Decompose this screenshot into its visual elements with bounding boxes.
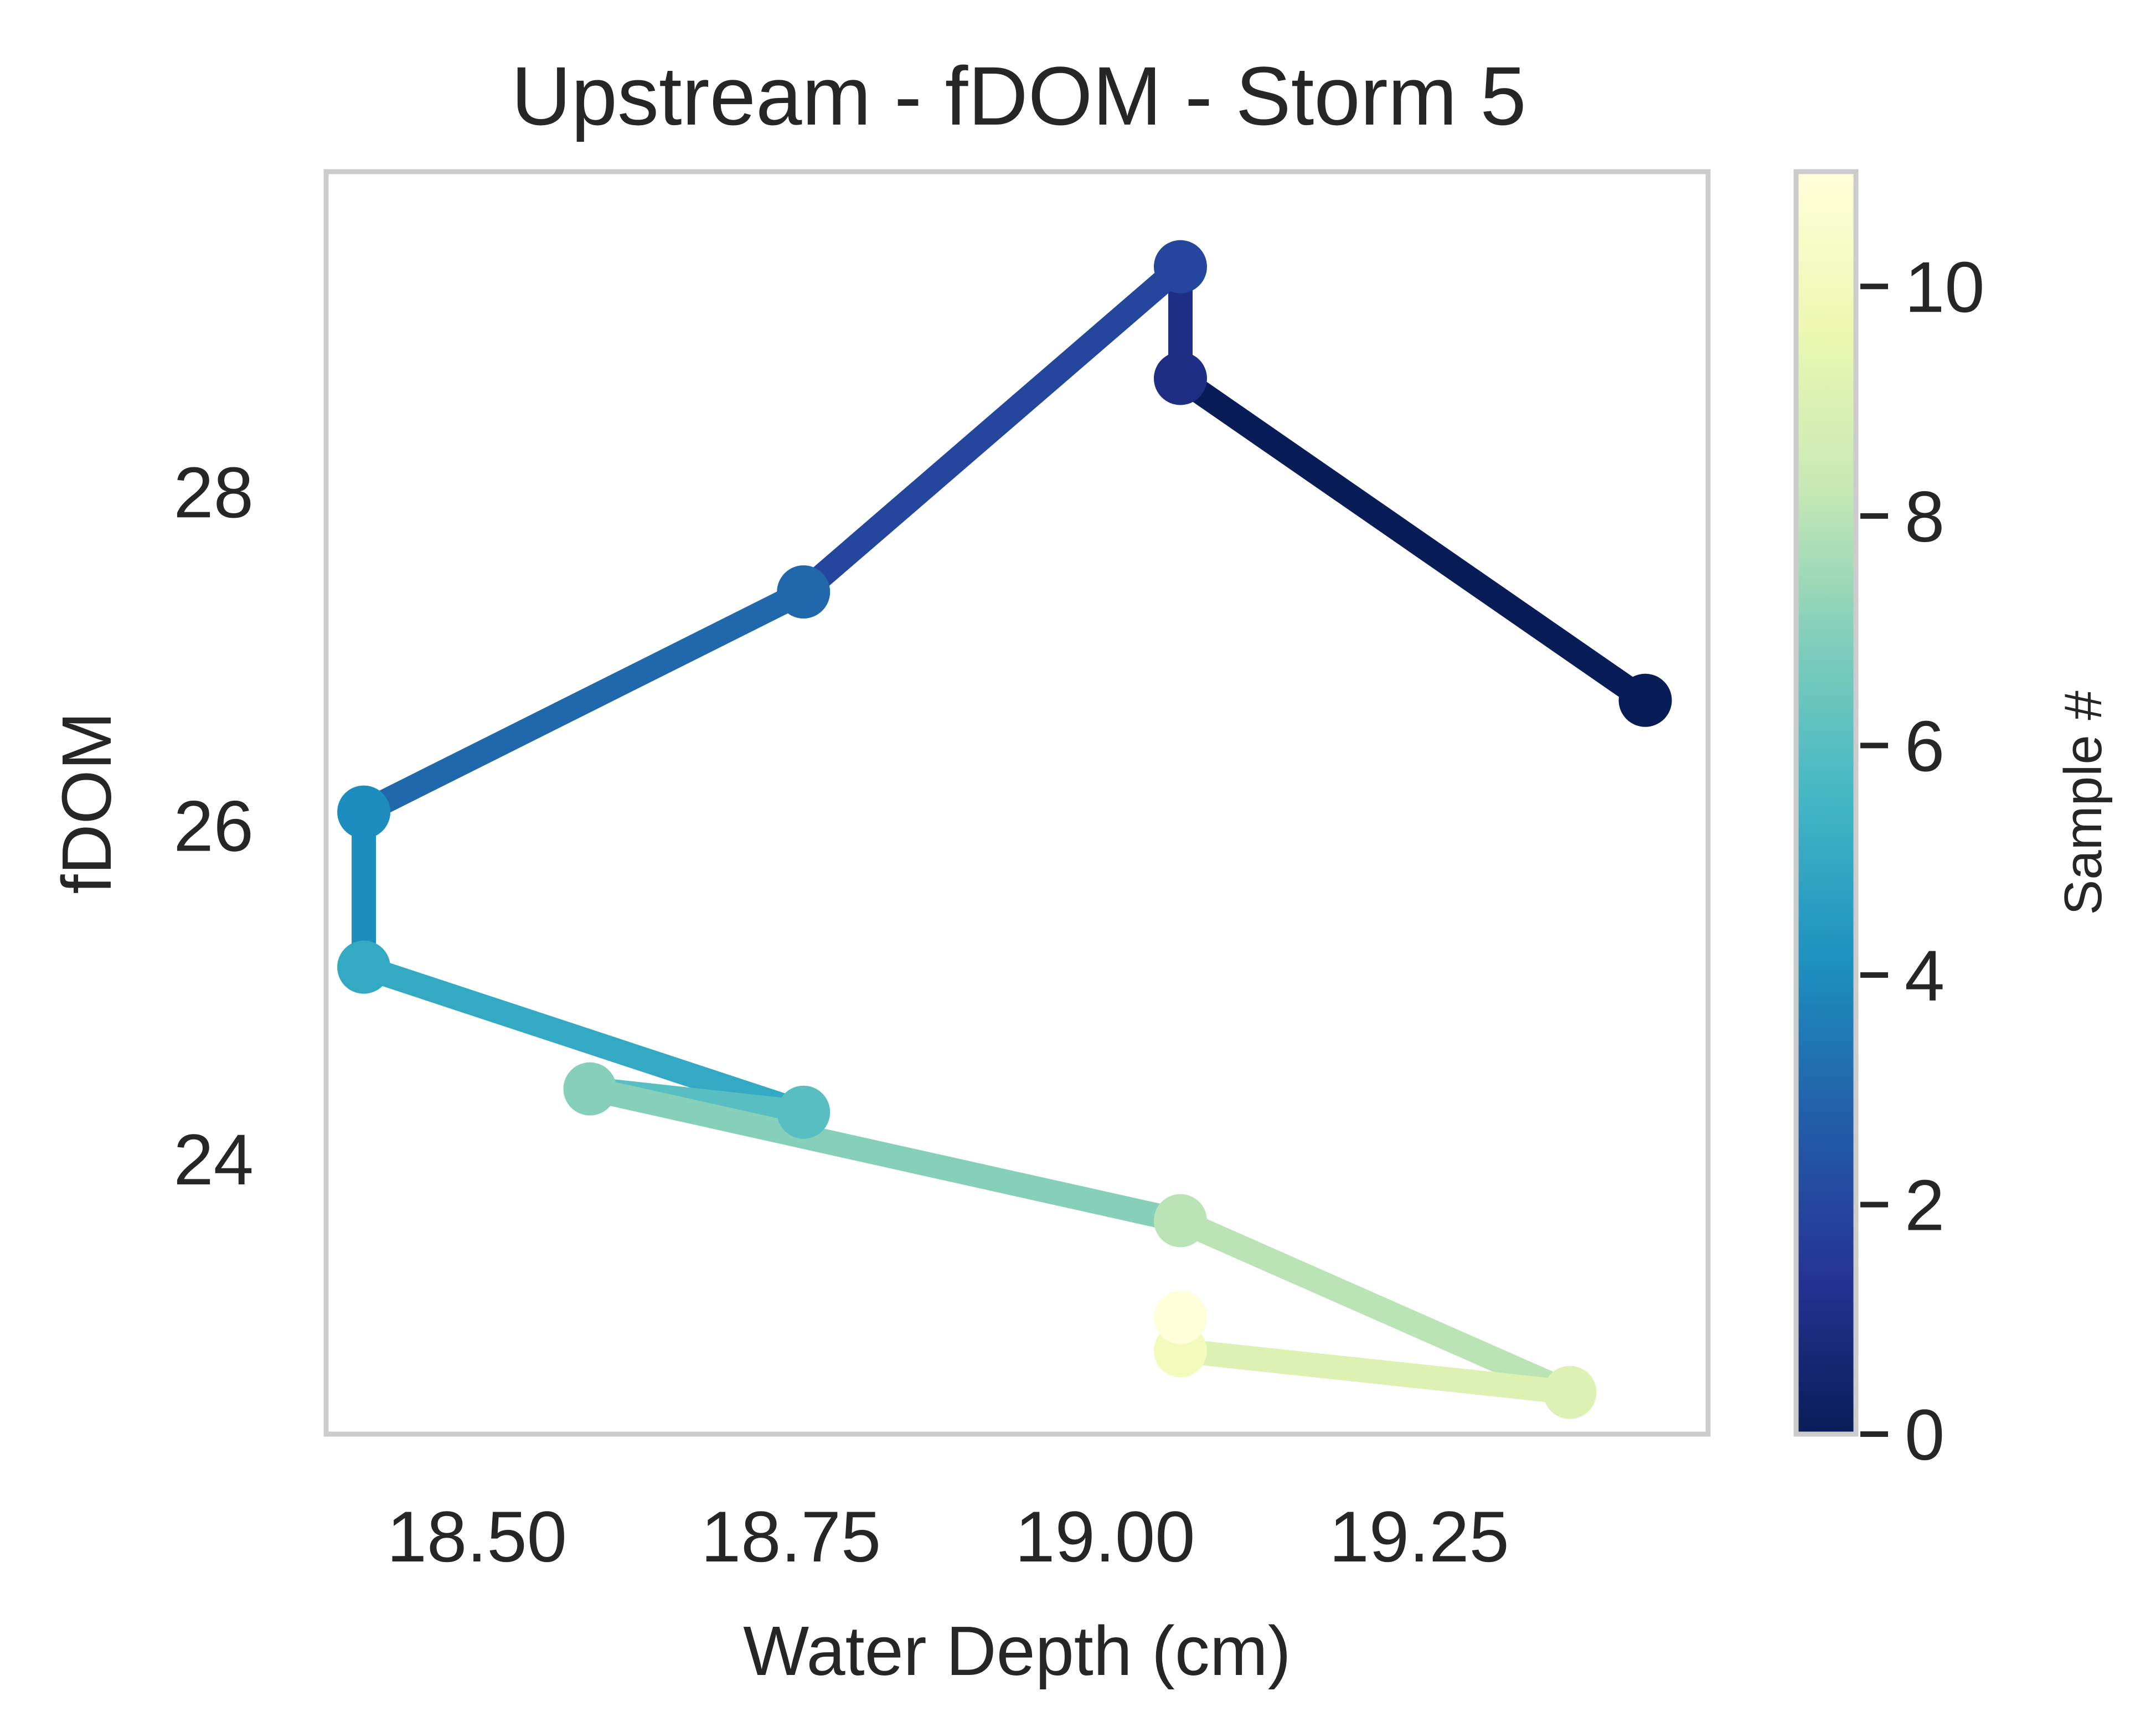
series-segment xyxy=(1173,368,1653,710)
data-point xyxy=(1153,1194,1207,1248)
data-point xyxy=(1543,1365,1597,1419)
colorbar-frame xyxy=(1793,169,1859,1437)
colorbar-gradient xyxy=(1796,172,1856,1434)
y-axis-ticks: 24 26 28 xyxy=(173,452,254,1200)
x-tick-label: 18.50 xyxy=(387,1496,567,1577)
data-point xyxy=(1153,352,1207,405)
colorbar-tick-label: 8 xyxy=(1905,476,1944,557)
x-tick-label: 19.00 xyxy=(1015,1496,1195,1577)
data-point xyxy=(563,1062,617,1116)
series-points xyxy=(337,240,1672,1419)
plot-frame xyxy=(323,169,1711,1437)
colorbar-tick-label: 0 xyxy=(1905,1394,1944,1475)
series-segment xyxy=(358,581,809,823)
y-axis-label: fDOM xyxy=(48,712,126,894)
series-segment xyxy=(1179,1338,1571,1405)
colorbar-tick-label: 2 xyxy=(1905,1164,1944,1245)
series-segment xyxy=(795,257,1189,601)
colorbar-tick-label: 6 xyxy=(1905,705,1944,786)
data-point xyxy=(1618,673,1672,727)
x-tick-label: 18.75 xyxy=(701,1496,881,1577)
series-segment xyxy=(1175,1209,1575,1404)
data-point xyxy=(1153,1291,1207,1344)
chart-title: Upstream - fDOM - Storm 5 xyxy=(511,49,1526,142)
colorbar-tick-label: 10 xyxy=(1905,246,1985,327)
colorbar-label: Sample # xyxy=(2054,690,2113,915)
series-lines xyxy=(352,257,1653,1405)
series-segment xyxy=(360,955,808,1124)
colorbar-ticks: 0 2 4 6 8 10 xyxy=(1860,246,1985,1475)
y-tick-label: 28 xyxy=(173,452,254,533)
colorbar-tick-label: 4 xyxy=(1905,935,1944,1016)
data-point xyxy=(1153,240,1207,293)
x-tick-label: 19.25 xyxy=(1329,1496,1509,1577)
y-tick-label: 26 xyxy=(173,786,254,867)
series-segment xyxy=(587,1077,1183,1233)
x-axis-label: Water Depth (cm) xyxy=(743,1612,1291,1690)
y-tick-label: 24 xyxy=(173,1119,254,1200)
data-point xyxy=(337,785,391,839)
x-axis-ticks: 18.50 18.75 19.00 19.25 xyxy=(387,1496,1509,1577)
data-point xyxy=(777,565,831,618)
data-point xyxy=(337,940,391,994)
colorbar: 0 2 4 6 8 10 Sample # xyxy=(1793,169,2113,1475)
data-point xyxy=(777,1085,831,1139)
